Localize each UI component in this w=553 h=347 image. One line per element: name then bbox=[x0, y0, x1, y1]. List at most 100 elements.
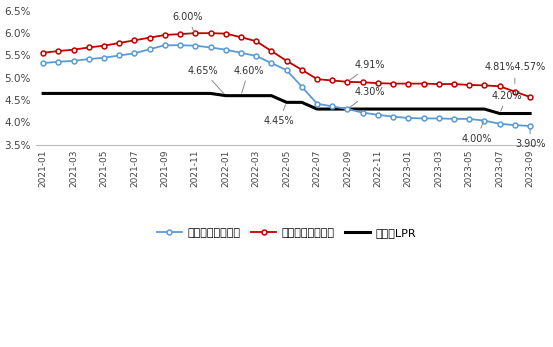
首套房贷平均利率 bbox=[161, 43, 168, 47]
二套房贷平均利率 bbox=[131, 38, 138, 42]
二套房贷平均利率 bbox=[283, 59, 290, 63]
五年期LPR bbox=[253, 94, 259, 98]
二套房贷平均利率 bbox=[481, 83, 488, 87]
五年期LPR bbox=[101, 91, 107, 95]
五年期LPR bbox=[420, 107, 427, 111]
首套房贷平均利率 bbox=[207, 45, 214, 50]
Text: 4.91%: 4.91% bbox=[349, 60, 385, 80]
二套房贷平均利率 bbox=[314, 77, 320, 81]
五年期LPR bbox=[451, 107, 457, 111]
二套房贷平均利率 bbox=[420, 82, 427, 86]
首套房贷平均利率 bbox=[512, 123, 518, 127]
首套房贷平均利率 bbox=[527, 124, 534, 128]
首套房贷平均利率 bbox=[268, 61, 275, 65]
五年期LPR bbox=[435, 107, 442, 111]
二套房贷平均利率 bbox=[192, 31, 199, 35]
二套房贷平均利率 bbox=[253, 39, 259, 43]
二套房贷平均利率 bbox=[344, 80, 351, 84]
二套房贷平均利率 bbox=[238, 35, 244, 39]
五年期LPR bbox=[177, 91, 184, 95]
二套房贷平均利率 bbox=[147, 35, 153, 40]
Text: 4.60%: 4.60% bbox=[233, 66, 264, 93]
Text: 4.45%: 4.45% bbox=[264, 105, 294, 126]
首套房贷平均利率 bbox=[147, 47, 153, 51]
首套房贷平均利率 bbox=[222, 48, 229, 52]
五年期LPR bbox=[344, 107, 351, 111]
五年期LPR bbox=[481, 107, 488, 111]
首套房贷平均利率 bbox=[177, 43, 184, 47]
五年期LPR bbox=[314, 107, 320, 111]
首套房贷平均利率 bbox=[116, 53, 123, 58]
五年期LPR bbox=[131, 91, 138, 95]
五年期LPR bbox=[283, 100, 290, 104]
五年期LPR bbox=[86, 91, 92, 95]
Line: 五年期LPR: 五年期LPR bbox=[43, 93, 530, 113]
二套房贷平均利率 bbox=[527, 95, 534, 99]
五年期LPR bbox=[147, 91, 153, 95]
二套房贷平均利率 bbox=[101, 44, 107, 48]
首套房贷平均利率 bbox=[497, 122, 503, 126]
五年期LPR bbox=[268, 94, 275, 98]
首套房贷平均利率 bbox=[238, 51, 244, 55]
首套房贷平均利率 bbox=[86, 57, 92, 61]
二套房贷平均利率 bbox=[497, 84, 503, 88]
五年期LPR bbox=[466, 107, 472, 111]
五年期LPR bbox=[222, 94, 229, 98]
Text: 6.00%: 6.00% bbox=[173, 12, 203, 32]
五年期LPR bbox=[512, 111, 518, 116]
首套房贷平均利率 bbox=[329, 104, 336, 109]
二套房贷平均利率 bbox=[222, 32, 229, 36]
二套房贷平均利率 bbox=[70, 48, 77, 52]
二套房贷平均利率 bbox=[177, 32, 184, 36]
二套房贷平均利率 bbox=[374, 81, 381, 85]
首套房贷平均利率 bbox=[435, 116, 442, 120]
二套房贷平均利率 bbox=[435, 82, 442, 86]
首套房贷平均利率 bbox=[40, 61, 46, 65]
五年期LPR bbox=[299, 100, 305, 104]
Line: 二套房贷平均利率: 二套房贷平均利率 bbox=[41, 31, 533, 100]
首套房贷平均利率 bbox=[253, 54, 259, 58]
二套房贷平均利率 bbox=[359, 80, 366, 84]
首套房贷平均利率 bbox=[481, 119, 488, 123]
首套房贷平均利率 bbox=[344, 107, 351, 111]
首套房贷平均利率 bbox=[405, 116, 411, 120]
五年期LPR bbox=[70, 91, 77, 95]
首套房贷平均利率 bbox=[420, 116, 427, 120]
首套房贷平均利率 bbox=[390, 115, 397, 119]
二套房贷平均利率 bbox=[512, 90, 518, 94]
二套房贷平均利率 bbox=[161, 33, 168, 37]
首套房贷平均利率 bbox=[55, 60, 62, 64]
五年期LPR bbox=[374, 107, 381, 111]
Legend: 首套房贷平均利率, 二套房贷平均利率, 五年期LPR: 首套房贷平均利率, 二套房贷平均利率, 五年期LPR bbox=[153, 223, 420, 242]
首套房贷平均利率 bbox=[451, 117, 457, 121]
二套房贷平均利率 bbox=[207, 31, 214, 35]
首套房贷平均利率 bbox=[131, 51, 138, 55]
二套房贷平均利率 bbox=[268, 49, 275, 53]
Text: 4.00%: 4.00% bbox=[462, 121, 492, 144]
首套房贷平均利率 bbox=[192, 44, 199, 48]
二套房贷平均利率 bbox=[329, 78, 336, 83]
五年期LPR bbox=[161, 91, 168, 95]
五年期LPR bbox=[390, 107, 397, 111]
二套房贷平均利率 bbox=[116, 41, 123, 45]
首套房贷平均利率 bbox=[314, 102, 320, 106]
Text: 4.30%: 4.30% bbox=[349, 87, 385, 107]
二套房贷平均利率 bbox=[466, 83, 472, 87]
五年期LPR bbox=[116, 91, 123, 95]
二套房贷平均利率 bbox=[86, 45, 92, 50]
二套房贷平均利率 bbox=[405, 82, 411, 86]
首套房贷平均利率 bbox=[299, 85, 305, 89]
五年期LPR bbox=[497, 111, 503, 116]
首套房贷平均利率 bbox=[359, 111, 366, 115]
首套房贷平均利率 bbox=[283, 68, 290, 72]
Text: 4.20%: 4.20% bbox=[492, 91, 523, 111]
五年期LPR bbox=[238, 94, 244, 98]
首套房贷平均利率 bbox=[70, 59, 77, 63]
五年期LPR bbox=[207, 91, 214, 95]
五年期LPR bbox=[55, 91, 62, 95]
二套房贷平均利率 bbox=[451, 82, 457, 86]
首套房贷平均利率 bbox=[374, 113, 381, 117]
五年期LPR bbox=[405, 107, 411, 111]
五年期LPR bbox=[527, 111, 534, 116]
二套房贷平均利率 bbox=[390, 82, 397, 86]
